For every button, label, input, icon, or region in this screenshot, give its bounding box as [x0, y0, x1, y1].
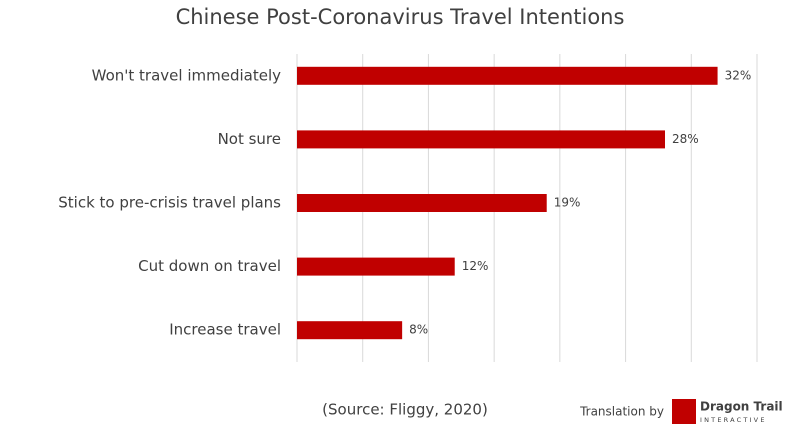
bar: [297, 66, 718, 85]
source-note: (Source: Fliggy, 2020): [322, 401, 488, 419]
value-label: 12%: [462, 259, 489, 273]
y-tick-label: Not sure: [218, 130, 281, 148]
value-label: 32%: [725, 68, 752, 82]
y-tick-label: Stick to pre-crisis travel plans: [58, 194, 281, 212]
credit-prefix: Translation by: [579, 405, 664, 419]
value-label: 8%: [409, 323, 428, 337]
logo-icon: [672, 399, 696, 424]
y-tick-label: Won't travel immediately: [92, 66, 281, 84]
bar: [297, 194, 547, 212]
y-tick-label: Increase travel: [169, 321, 281, 339]
bar: [297, 321, 403, 340]
value-label: 19%: [554, 196, 581, 210]
logo-sub: INTERACTIVE: [700, 416, 767, 424]
chart-title: Chinese Post-Coronavirus Travel Intentio…: [176, 5, 625, 29]
value-label: 28%: [672, 132, 699, 146]
bar: [297, 257, 455, 276]
y-tick-label: Cut down on travel: [138, 257, 281, 275]
logo-brand: Dragon Trail: [700, 400, 783, 414]
bar: [297, 130, 665, 149]
